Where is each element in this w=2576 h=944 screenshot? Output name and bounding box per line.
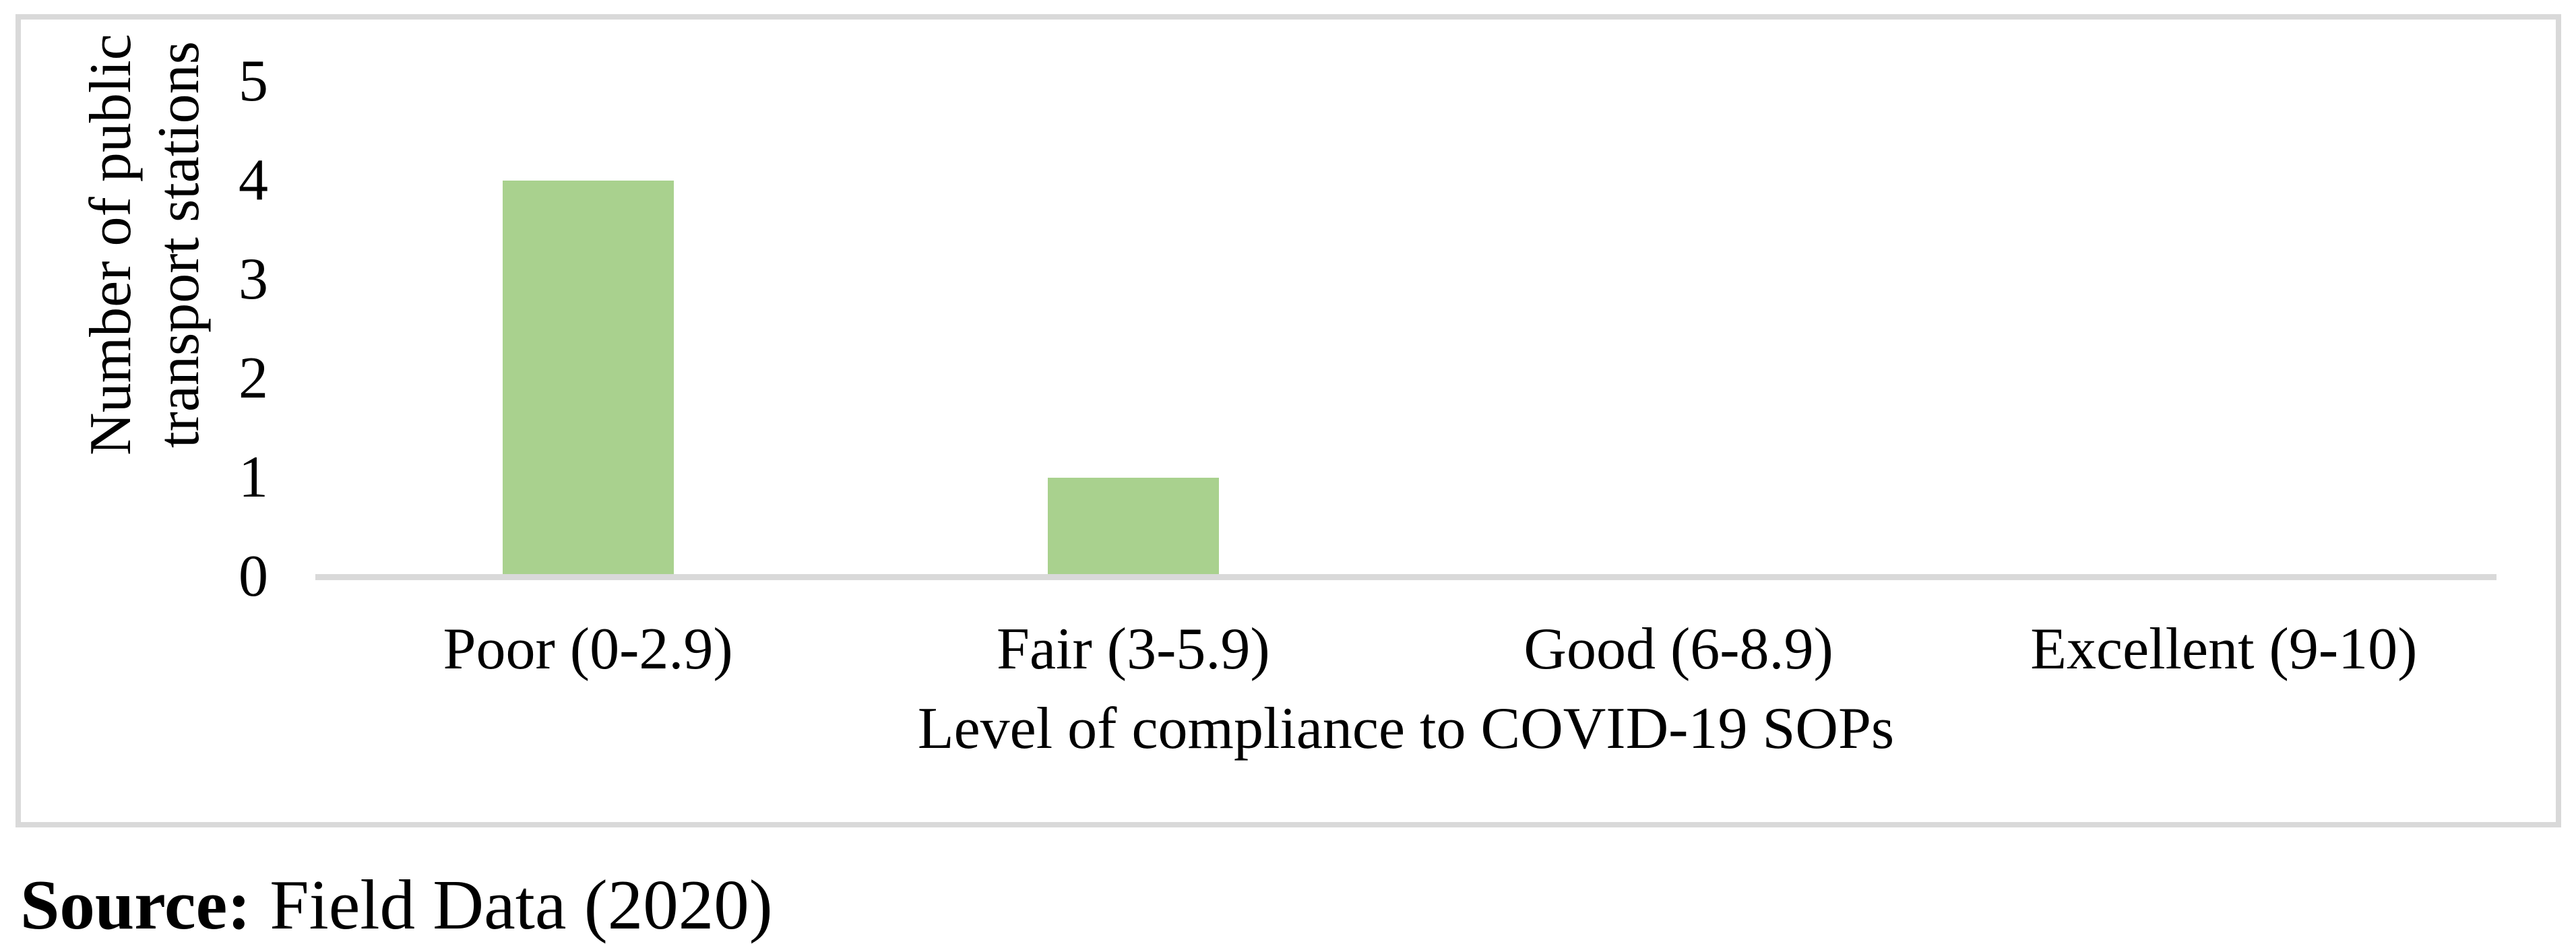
bar-0 [502,181,674,580]
y-tick-label-3: 3 [239,247,268,312]
x-category-label-2: Good (6-8.9) [1523,617,1833,682]
x-category-label-0: Poor (0-2.9) [443,617,733,682]
source-caption: Source: Field Data (2020) [20,865,773,944]
bar-1 [1047,478,1219,580]
y-tick-label-0: 0 [239,544,268,609]
source-text: Field Data (2020) [270,865,773,944]
x-category-label-3: Excellent (9-10) [2030,617,2418,682]
y-tick-label-1: 1 [239,445,268,510]
y-tick-label-5: 5 [239,49,268,114]
y-tick-label-4: 4 [239,148,268,213]
x-axis-title: Level of compliance to COVID-19 SOPs [917,696,1895,761]
source-label: Source: [20,865,251,944]
x-axis-line [315,574,2496,580]
x-category-label-1: Fair (3-5.9) [997,617,1270,682]
y-tick-label-2: 2 [239,346,268,411]
chart-panel [15,14,2561,827]
